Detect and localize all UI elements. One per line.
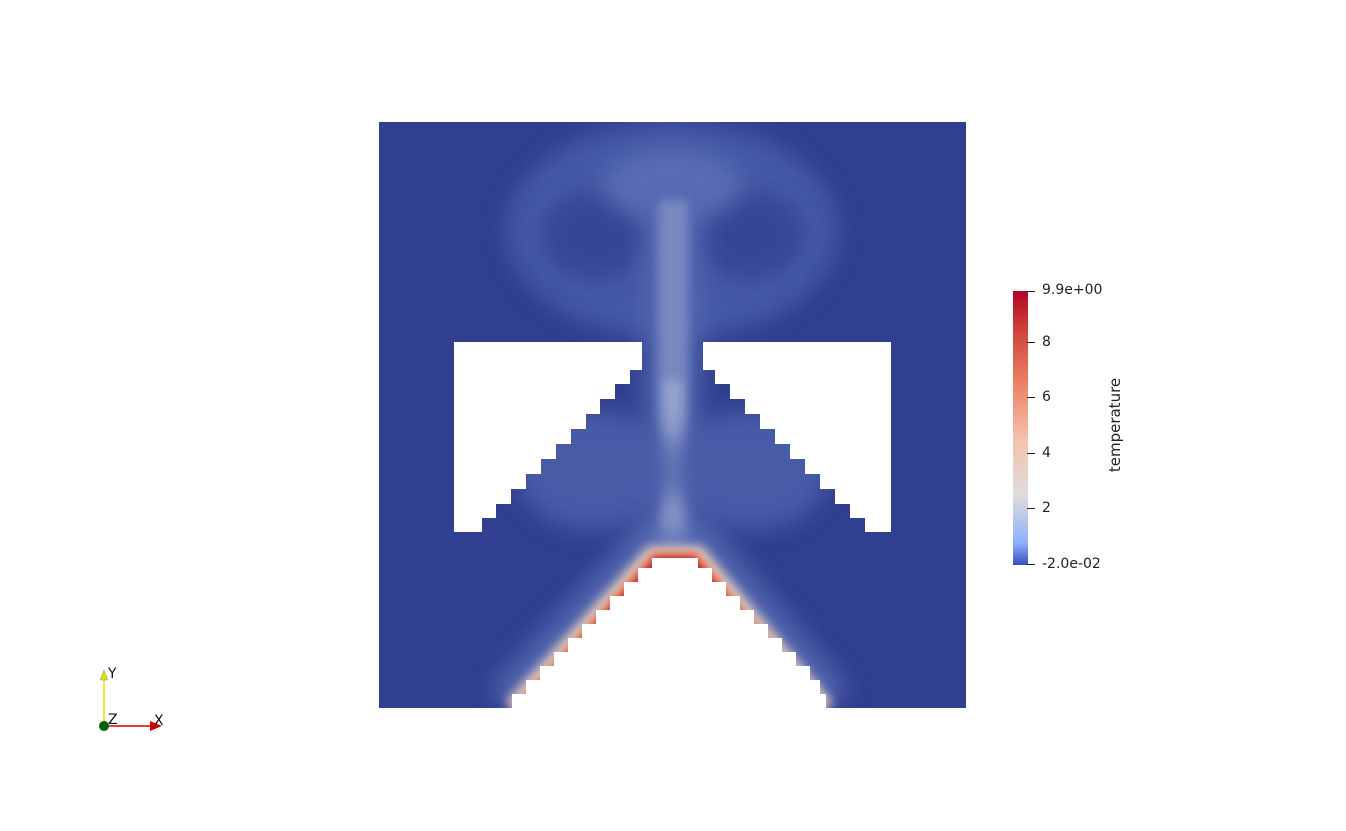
colorbar-tick-label: 6	[1042, 389, 1051, 405]
y-axis-label: Y	[108, 666, 117, 682]
colorbar-tick-label: 2	[1042, 500, 1051, 516]
x-axis-arrow	[150, 721, 162, 731]
colorbar-gradient	[1013, 291, 1028, 565]
colorbar-tick-label: 4	[1042, 445, 1051, 461]
orientation-axes-triad: Y X Z	[90, 660, 180, 740]
colorbar-tick	[1027, 453, 1035, 454]
colorbar-min-label: -2.0e-02	[1042, 556, 1101, 572]
z-axis-label: Z	[108, 712, 118, 728]
colorbar-tick	[1027, 397, 1035, 398]
plume-cap-top	[602, 150, 742, 220]
colorbar-max-tick	[1027, 291, 1035, 292]
y-axis-arrow	[99, 669, 109, 681]
colorbar-title: temperature	[1106, 377, 1124, 473]
left-lobe	[515, 410, 675, 530]
colorbar-max-label: 9.9e+00	[1042, 282, 1103, 298]
colorbar-legend: 9.9e+00 8 6 4 2 -2.0e-02 temperature	[1000, 280, 1160, 580]
axes-triad-graphic	[99, 669, 162, 731]
x-axis-label: X	[154, 713, 164, 729]
colorbar-tick-label: 8	[1042, 334, 1051, 350]
plume-cap-right-vortex	[695, 190, 805, 280]
right-lobe	[670, 410, 830, 530]
colorbar-tick	[1027, 342, 1035, 343]
colorbar-min-tick	[1027, 564, 1035, 565]
colorbar-tick	[1027, 508, 1035, 509]
plume-cap-left-vortex	[540, 190, 650, 280]
z-axis-dot	[99, 721, 109, 731]
domain-region	[379, 122, 966, 708]
